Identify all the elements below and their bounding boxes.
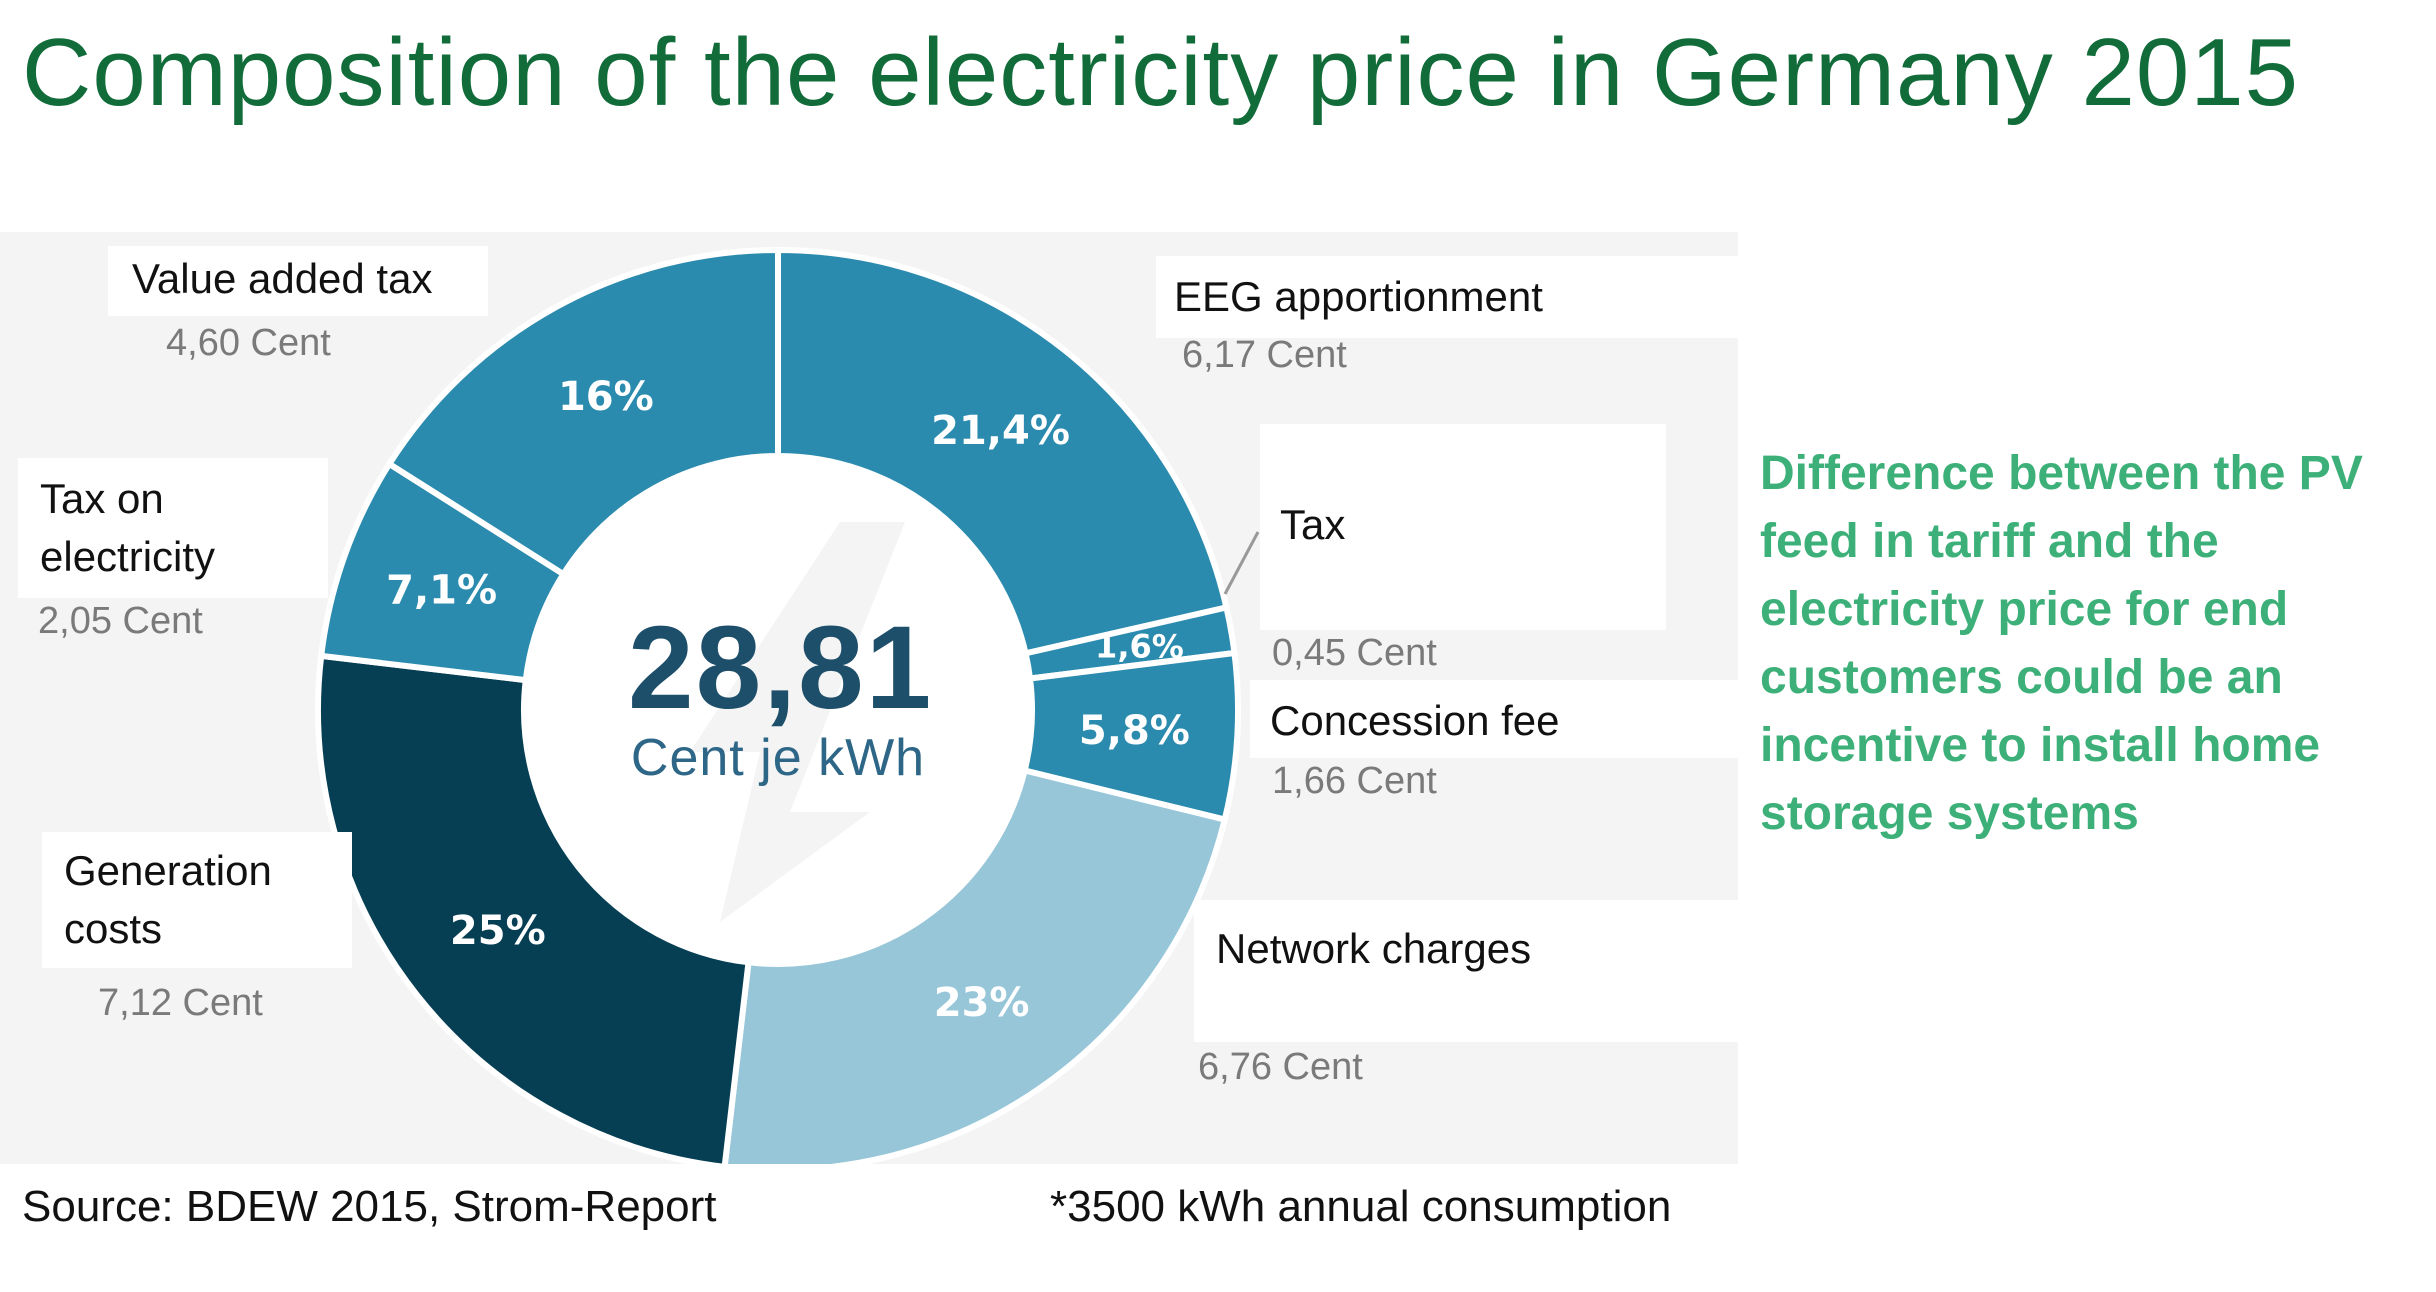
slice-generation-costs: [315, 652, 752, 1164]
label-tax-on-electricity: Tax on electricity: [18, 458, 328, 598]
value-concession-fee: 1,66 Cent: [1272, 760, 1437, 802]
total-price-value: 28,81: [628, 602, 934, 734]
label-network-charges: Network charges: [1194, 900, 1738, 1042]
percent-label-generation-costs: 25%: [450, 908, 546, 954]
value-eeg-apportionment: 6,17 Cent: [1182, 334, 1347, 376]
label-eeg-apportionment: EEG apportionment: [1156, 256, 1738, 338]
lightning-bolt-icon: [690, 522, 905, 922]
value-network-charges: 6,76 Cent: [1198, 1046, 1363, 1088]
value-generation-costs: 7,12 Cent: [98, 982, 263, 1024]
value-value-added-tax: 4,60 Cent: [166, 322, 331, 364]
page-title: Composition of the electricity price in …: [22, 19, 2300, 126]
value-tax-on-electricity: 2,05 Cent: [38, 600, 203, 642]
label-generation-costs: Generation costs: [42, 832, 352, 968]
percent-label-concession-fee: 5,8%: [1079, 708, 1190, 754]
percent-label-eeg-apportionment: 21,4%: [931, 408, 1070, 454]
percent-label-tax: 1,6%: [1095, 627, 1184, 665]
label-concession-fee: Concession fee: [1250, 680, 1738, 758]
label-value-added-tax: Value added tax: [108, 246, 488, 316]
source-note: Source: BDEW 2015, Strom-Report: [22, 1182, 717, 1231]
total-price-unit: Cent je kWh: [630, 729, 926, 787]
percent-label-network-charges: 23%: [934, 980, 1030, 1026]
consumption-footnote: *3500 kWh annual consumption: [1050, 1182, 1672, 1231]
value-tax: 0,45 Cent: [1272, 632, 1437, 674]
percent-label-value-added-tax: 16%: [558, 374, 654, 420]
label-tax: Tax: [1260, 424, 1666, 630]
slice-network-charges: [721, 766, 1229, 1164]
percent-label-tax-on-electricity: 7,1%: [386, 568, 497, 614]
side-note: Difference between the PV feed in tariff…: [1760, 447, 2363, 840]
donut-chart: 21,4% 1,6% 5,8% 23% 25% 7,1% 16%: [315, 246, 1260, 1164]
tax-leader-line: [1223, 531, 1260, 595]
